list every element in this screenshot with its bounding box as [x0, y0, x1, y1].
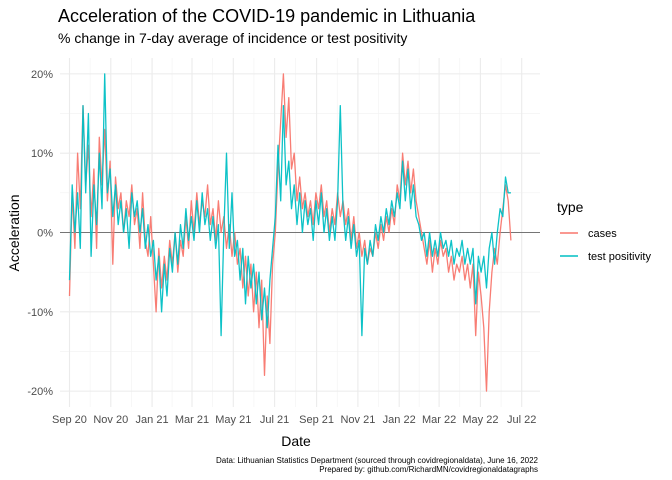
chart-subtitle: % change in 7-day average of incidence o… — [58, 30, 407, 46]
x-tick-label: Jan 22 — [383, 414, 416, 426]
x-tick-label: Jul 22 — [507, 414, 536, 426]
legend-label-test-positivity: test positivity — [588, 251, 651, 263]
x-axis-title: Date — [281, 433, 311, 449]
x-tick-label: Sep 21 — [299, 414, 334, 426]
legend: type cases test positivity — [557, 199, 651, 263]
y-tick-labels: -20% -10% 0% 10% 20% — [27, 69, 53, 398]
y-tick-label: 20% — [31, 69, 53, 81]
x-tick-label: Mar 21 — [175, 414, 209, 426]
x-tick-label: Jul 21 — [260, 414, 289, 426]
y-tick-label: 0% — [37, 228, 53, 240]
x-tick-label: Sep 20 — [52, 414, 87, 426]
x-tick-label: Nov 20 — [93, 414, 128, 426]
y-tick-label: -10% — [27, 307, 53, 319]
x-tick-label: May 21 — [215, 414, 251, 426]
caption-source: Data: Lithuanian Statistics Department (… — [216, 456, 539, 465]
x-tick-label: Jan 21 — [136, 414, 169, 426]
x-tick-label: Nov 21 — [340, 414, 375, 426]
series-line-test-positivity — [68, 73, 511, 337]
series-lines — [68, 73, 512, 392]
x-tick-label: Mar 22 — [422, 414, 456, 426]
chart-title: Acceleration of the COVID-19 pandemic in… — [58, 6, 476, 26]
y-tick-label: 10% — [31, 148, 53, 160]
y-tick-label: -20% — [27, 386, 53, 398]
series-line-cases — [68, 73, 512, 392]
legend-label-cases: cases — [588, 228, 617, 240]
y-axis-title: Acceleration — [6, 194, 22, 271]
x-tick-label: May 22 — [462, 414, 498, 426]
x-tick-labels: Sep 20 Nov 20 Jan 21 Mar 21 May 21 Jul 21 Sep … — [52, 414, 536, 426]
legend-title: type — [557, 199, 584, 215]
caption-author: Prepared by: github.com/RichardMN/covidr… — [319, 465, 538, 474]
